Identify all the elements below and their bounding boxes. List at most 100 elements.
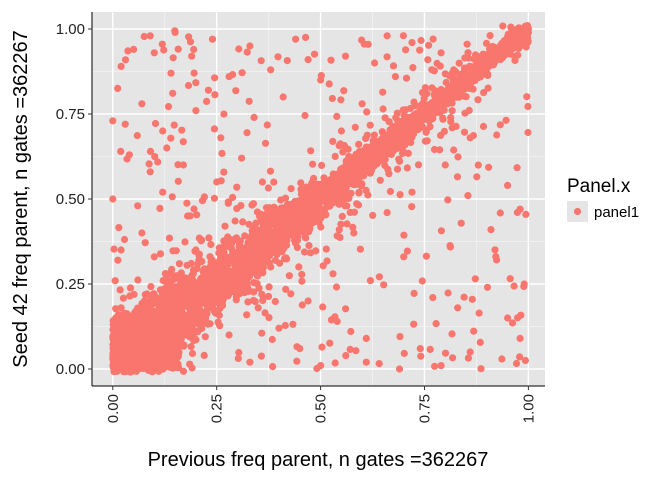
data-point (302, 33, 310, 42)
data-point (309, 208, 317, 216)
data-point (238, 154, 246, 162)
data-point (174, 177, 182, 185)
data-point (345, 152, 353, 160)
data-point (156, 204, 164, 212)
data-point (207, 240, 215, 249)
data-point (121, 56, 130, 64)
data-point (380, 281, 388, 289)
data-point (192, 107, 200, 115)
data-point (382, 141, 390, 149)
data-point (216, 304, 224, 312)
data-point (198, 257, 206, 265)
data-point (441, 349, 450, 357)
data-point (172, 247, 180, 255)
data-point (211, 263, 219, 271)
data-point (480, 56, 489, 64)
data-point (381, 114, 389, 122)
legend-marker (573, 207, 582, 216)
data-point (287, 185, 295, 193)
data-point (129, 355, 137, 363)
data-point (344, 145, 352, 153)
data-point (113, 329, 121, 337)
data-point (184, 81, 193, 90)
data-point (522, 43, 530, 51)
data-point (117, 147, 125, 155)
data-point (178, 310, 186, 318)
data-point (487, 44, 495, 52)
data-point (409, 64, 417, 72)
data-point (513, 164, 521, 172)
data-point (399, 32, 407, 40)
data-point (244, 298, 252, 306)
data-point (389, 62, 398, 70)
data-point (121, 120, 129, 128)
data-point (250, 113, 258, 121)
data-point (418, 277, 426, 285)
data-point (169, 89, 177, 97)
data-point (150, 253, 158, 261)
data-point (218, 298, 226, 306)
data-point (428, 101, 436, 109)
data-point (516, 205, 524, 213)
data-point (437, 49, 445, 57)
data-point (439, 115, 447, 123)
data-point (285, 272, 293, 280)
data-point (174, 294, 182, 302)
data-point (279, 221, 287, 229)
data-point (424, 56, 432, 64)
data-point (421, 137, 429, 145)
data-point (171, 363, 180, 371)
data-point (440, 127, 448, 135)
data-point (262, 231, 270, 239)
data-point (298, 301, 306, 309)
data-point (473, 173, 481, 181)
data-point (179, 293, 188, 301)
data-point (327, 316, 335, 324)
data-point (126, 292, 134, 300)
data-point (224, 199, 232, 207)
data-point (175, 272, 183, 280)
data-point (281, 238, 289, 247)
data-point (317, 223, 325, 231)
data-point (333, 112, 341, 120)
data-point (360, 160, 368, 168)
data-point (345, 160, 353, 168)
data-point (109, 117, 117, 125)
data-point (147, 283, 155, 291)
data-point (139, 310, 147, 318)
data-point (213, 178, 221, 186)
data-point (203, 298, 211, 306)
data-point (356, 245, 364, 253)
data-point (245, 220, 253, 228)
data-point (369, 136, 377, 144)
data-point (459, 74, 467, 82)
data-point (173, 285, 181, 293)
data-point (395, 155, 403, 163)
x-axis-ticks: 0.00 0.25 0.50 0.75 1.00 (105, 386, 537, 423)
data-point (198, 236, 206, 244)
data-point (210, 194, 218, 202)
data-point (257, 253, 265, 261)
data-point (134, 276, 142, 284)
data-point (114, 84, 122, 92)
data-point (493, 131, 501, 139)
data-point (164, 103, 173, 111)
data-point (121, 338, 129, 346)
data-point (386, 187, 394, 196)
data-point (410, 289, 418, 297)
data-point (416, 46, 424, 54)
data-point (523, 93, 531, 101)
data-point (464, 354, 472, 362)
data-point (421, 84, 429, 92)
data-point (131, 348, 139, 356)
data-point (174, 161, 182, 169)
data-point (364, 152, 372, 160)
data-point (426, 345, 434, 353)
data-point (318, 343, 326, 351)
data-point (291, 197, 299, 205)
data-point (417, 36, 425, 45)
data-point (156, 250, 165, 258)
data-point (460, 64, 469, 72)
data-point (507, 23, 515, 31)
data-point (422, 110, 430, 118)
